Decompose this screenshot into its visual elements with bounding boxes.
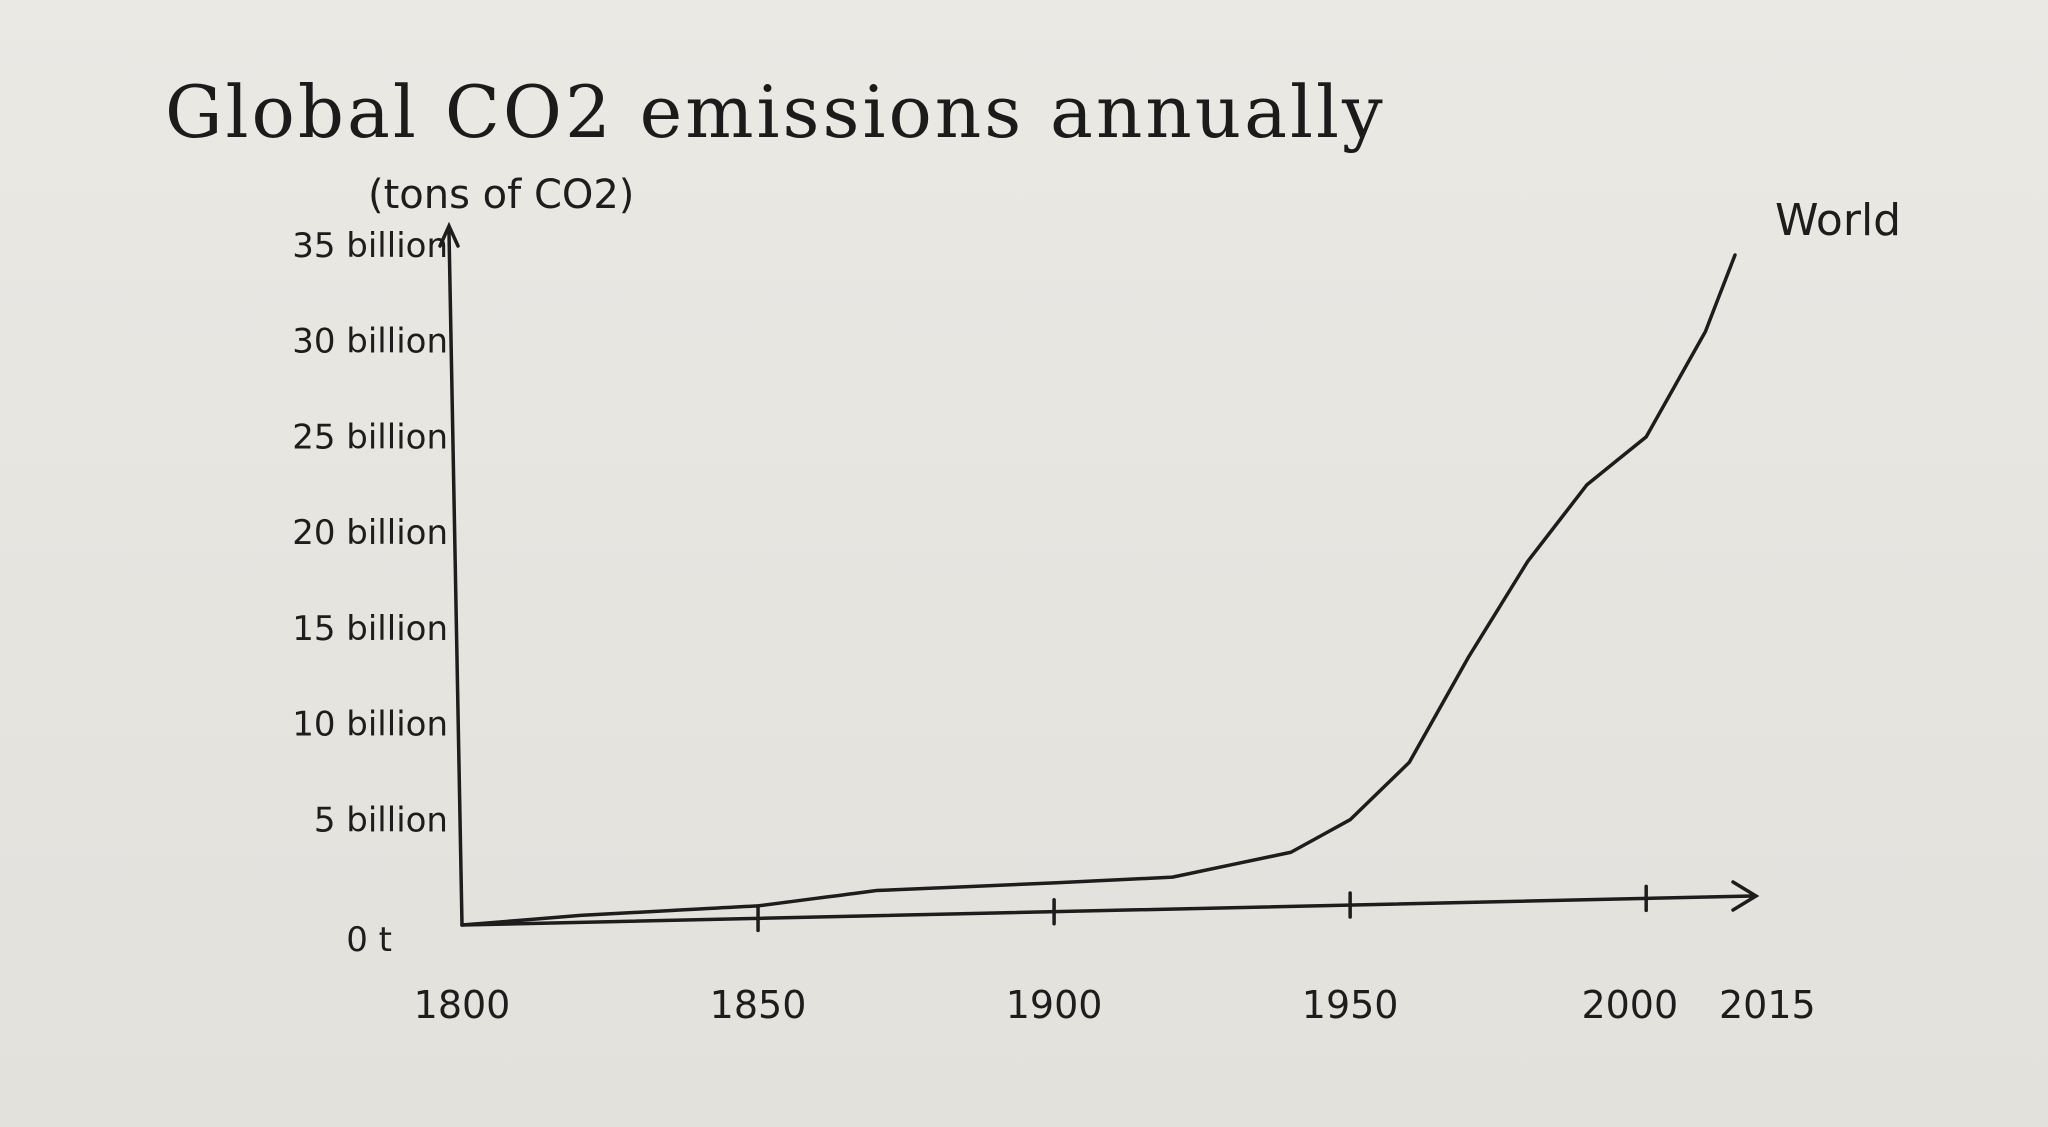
chart-title: Global CO2 emissions annually	[165, 70, 1386, 154]
x-tick-label: 1850	[710, 983, 807, 1027]
x-axis-arrowhead	[1731, 880, 1760, 912]
y-axis-arrowhead	[438, 221, 460, 248]
x-tick-label: 1900	[1006, 983, 1103, 1027]
y-tick-label: 0 t	[346, 920, 392, 960]
x-tick-label: 1950	[1302, 983, 1399, 1027]
y-tick-label: 5 billion	[314, 800, 448, 840]
chart-axes	[438, 221, 1760, 927]
series-line-world	[460, 253, 1737, 927]
y-axis-label: (tons of CO2)	[368, 172, 634, 218]
x-tick-label: 2000	[1581, 983, 1678, 1027]
series-layer: World	[460, 195, 1901, 927]
y-tick-label: 10 billion	[292, 705, 448, 745]
y-tick-label: 25 billion	[292, 417, 448, 457]
series-label-world: World	[1775, 195, 1901, 246]
x-axis-line	[460, 894, 1754, 927]
x-tick-label: 2015	[1719, 983, 1816, 1027]
y-tick-label: 30 billion	[292, 322, 448, 362]
y-tick-label: 35 billion	[292, 226, 448, 266]
y-tick-label: 20 billion	[292, 513, 448, 553]
x-tick-label: 1800	[414, 983, 511, 1027]
y-axis-ticks: 0 t 5 billion 10 billion 15 billion 20 billi…	[292, 226, 448, 960]
y-tick-label: 15 billion	[292, 609, 448, 649]
x-axis-ticks: 1800 1850 1900 1950 2000 2015	[414, 884, 1816, 1027]
y-axis-line	[447, 230, 464, 927]
